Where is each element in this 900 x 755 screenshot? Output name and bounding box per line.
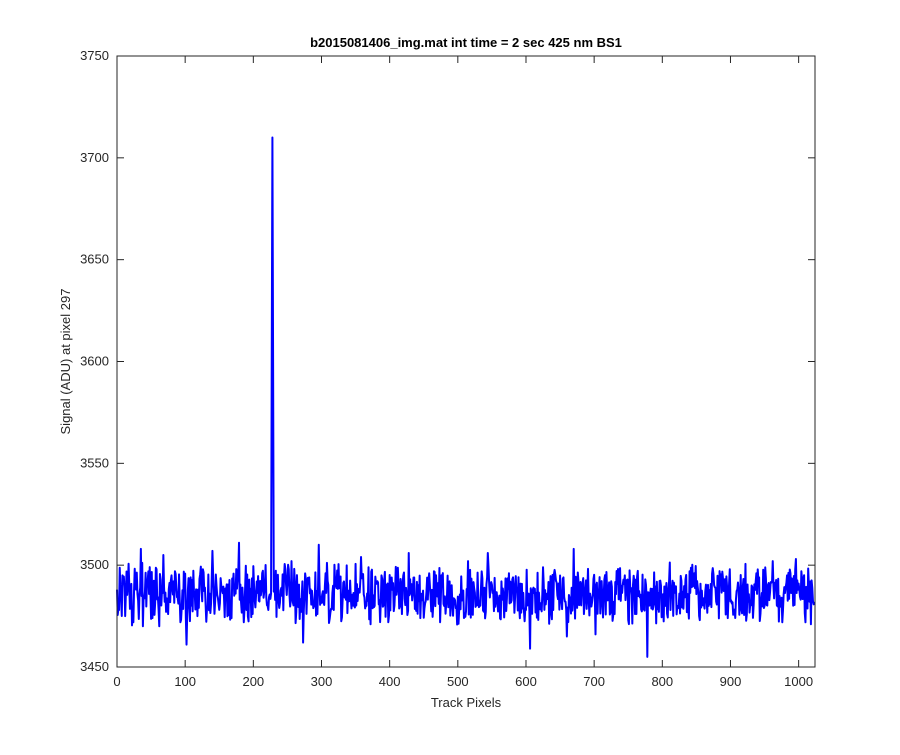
x-tick-label: 600 (515, 674, 537, 689)
x-tick-label: 0 (113, 674, 120, 689)
x-tick-label: 700 (583, 674, 605, 689)
x-tick-label: 1000 (784, 674, 813, 689)
x-tick-label: 100 (174, 674, 196, 689)
y-tick-label: 3550 (80, 455, 109, 470)
ticks-layer: 0 100 200 300 400 500 600 700 800 900 1000 3450 3500… (80, 48, 816, 689)
x-tick-label: 400 (379, 674, 401, 689)
x-tick-label: 800 (651, 674, 673, 689)
plot-layer (116, 136, 816, 658)
x-axis-label: Track Pixels (431, 695, 502, 710)
x-tick-label: 200 (242, 674, 264, 689)
x-tick-label: 900 (720, 674, 742, 689)
x-tick-label: 300 (311, 674, 333, 689)
y-tick-label: 3600 (80, 354, 109, 369)
y-tick-label: 3650 (80, 252, 109, 267)
y-axis-label: Signal (ADU) at pixel 297 (58, 289, 73, 435)
y-tick-label: 3700 (80, 150, 109, 165)
y-tick-label: 3450 (80, 659, 109, 674)
chart-title: b2015081406_img.mat int time = 2 sec 425… (310, 35, 622, 50)
y-tick-label: 3750 (80, 48, 109, 63)
x-tick-label: 500 (447, 674, 469, 689)
series-line (116, 136, 816, 658)
plot-frame (116, 55, 816, 668)
y-tick-label: 3500 (80, 557, 109, 572)
